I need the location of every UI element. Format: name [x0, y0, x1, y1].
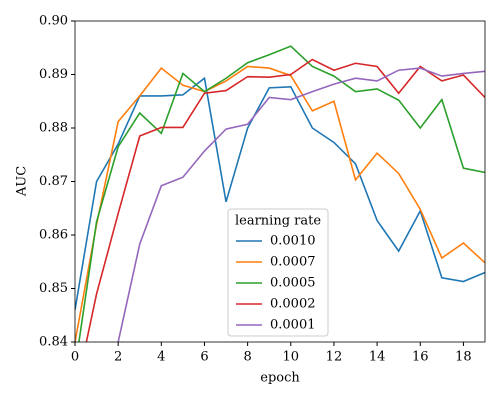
y-tick-label: 0.84 [39, 335, 68, 350]
x-tick-label: 8 [243, 350, 251, 365]
y-tick-label: 0.85 [39, 281, 68, 296]
legend-title: learning rate [235, 214, 321, 229]
x-axis-label: epoch [260, 371, 300, 386]
legend-label: 0.0001 [270, 318, 316, 333]
x-tick-label: 12 [326, 350, 343, 365]
line-series [75, 65, 485, 342]
x-tick-label: 16 [412, 350, 429, 365]
line-series [85, 58, 485, 342]
y-tick-label: 0.89 [39, 67, 68, 82]
x-tick-label: 2 [114, 350, 122, 365]
x-tick-label: 0 [71, 350, 79, 365]
line-series [117, 67, 485, 342]
plot-area [75, 45, 485, 342]
y-tick-label: 0.90 [39, 14, 68, 29]
legend-label: 0.0010 [270, 234, 316, 249]
x-tick-label: 6 [200, 350, 208, 365]
y-tick-label: 0.86 [39, 228, 68, 243]
y-tick-label: 0.88 [39, 121, 68, 136]
y-tick-label: 0.87 [39, 174, 68, 189]
x-tick-label: 4 [157, 350, 165, 365]
legend-label: 0.0005 [270, 276, 316, 291]
line-series [75, 76, 485, 311]
legend-label: 0.0007 [270, 255, 316, 270]
line-series [78, 45, 485, 342]
plot-frame [74, 20, 486, 343]
x-tick-label: 10 [283, 350, 300, 365]
y-axis-label: AUC [15, 166, 30, 197]
x-tick-label: 14 [369, 350, 386, 365]
legend-label: 0.0002 [270, 297, 316, 312]
x-tick-label: 18 [455, 350, 472, 365]
